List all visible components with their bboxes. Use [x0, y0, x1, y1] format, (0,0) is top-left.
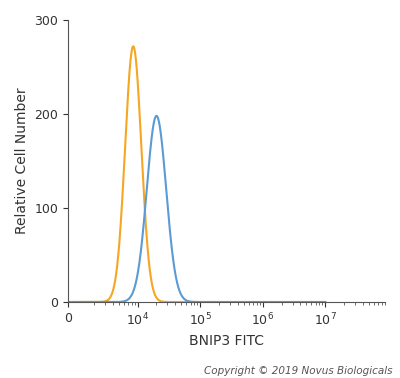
- Text: Copyright © 2019 Novus Biologicals: Copyright © 2019 Novus Biologicals: [204, 366, 392, 376]
- X-axis label: BNIP3 FITC: BNIP3 FITC: [189, 334, 264, 348]
- Y-axis label: Relative Cell Number: Relative Cell Number: [15, 88, 29, 234]
